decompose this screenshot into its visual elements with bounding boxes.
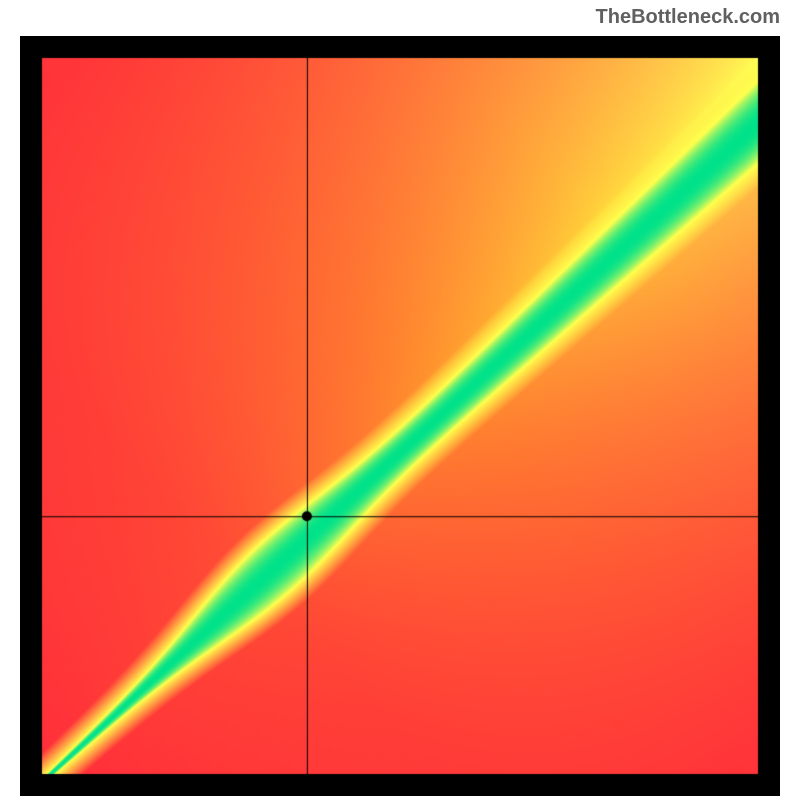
watermark-text: TheBottleneck.com xyxy=(596,6,780,29)
heatmap-plot xyxy=(20,36,780,796)
heatmap-canvas xyxy=(20,36,780,796)
